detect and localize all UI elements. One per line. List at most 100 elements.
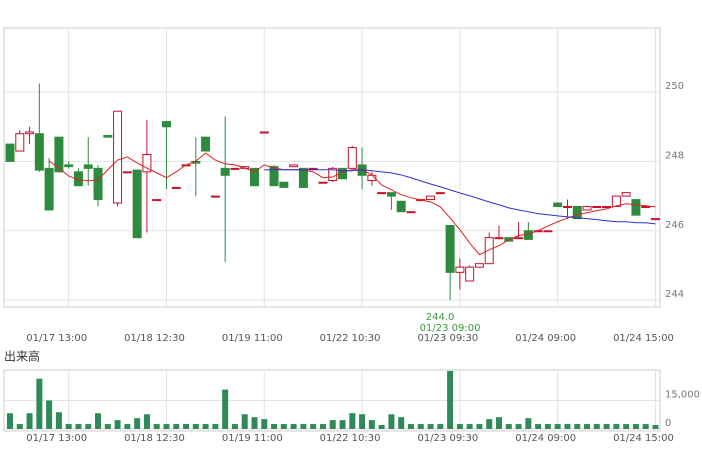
- x-tick-label: 01/17 13:00: [26, 333, 87, 344]
- x-tick-label: 01/18 12:30: [124, 433, 185, 444]
- candle-body: [44, 167, 54, 211]
- candle-body: [259, 131, 269, 134]
- y-tick-label: 248: [665, 150, 684, 161]
- volume-bar: [427, 424, 434, 429]
- volume-bar: [339, 420, 346, 429]
- candle-body: [230, 167, 240, 170]
- x-tick-label: 01/23 09:30: [417, 433, 478, 444]
- candle-body: [15, 133, 25, 152]
- candle-body: [64, 164, 74, 168]
- volume-bar: [202, 424, 209, 429]
- x-tick-label: 01/22 10:30: [320, 433, 381, 444]
- volume-bar: [85, 424, 92, 429]
- volume-bar: [564, 424, 571, 429]
- volume-bar: [417, 424, 424, 429]
- candle-body: [494, 237, 504, 240]
- candle-body: [34, 133, 44, 171]
- candle-body: [445, 225, 455, 273]
- moving-average-line: [264, 169, 656, 225]
- x-tick-label: 01/24 15:00: [613, 333, 674, 344]
- volume-bar: [593, 424, 600, 429]
- y-tick-label: 244: [665, 289, 684, 300]
- x-tick-label: 01/17 13:00: [26, 433, 87, 444]
- volume-bar: [359, 414, 366, 429]
- candle-body: [377, 192, 387, 195]
- moving-average-line: [48, 152, 656, 256]
- candle-body: [161, 121, 171, 128]
- candle-body: [318, 181, 328, 184]
- x-tick-label: 01/19 11:00: [222, 433, 283, 444]
- candle-body: [465, 266, 475, 282]
- candle-body: [592, 205, 602, 208]
- x-tick-label: 01/24 15:00: [613, 433, 674, 444]
- candle-body: [250, 167, 259, 187]
- candle-body: [602, 205, 612, 208]
- volume-bar: [104, 424, 111, 429]
- x-tick-label: 01/18 12:30: [124, 333, 185, 344]
- volume-bar: [456, 424, 463, 429]
- candle-body: [621, 192, 631, 197]
- annotation-date: 01/23 09:00: [420, 323, 481, 334]
- volume-bar: [544, 424, 551, 429]
- volume-bar: [222, 389, 229, 429]
- candle-body: [543, 230, 553, 233]
- volume-bar: [486, 419, 493, 429]
- volume-bar: [65, 424, 72, 429]
- volume-bar: [153, 424, 160, 429]
- volume-bar: [378, 425, 385, 429]
- volume-bar: [603, 424, 610, 429]
- volume-bar: [476, 424, 483, 429]
- volume-bar: [554, 424, 561, 429]
- volume-bar: [505, 424, 512, 429]
- volume-bar: [26, 413, 33, 429]
- candle-body: [611, 195, 621, 207]
- volume-bar: [632, 424, 639, 429]
- volume-bar: [329, 420, 336, 429]
- candle-body: [347, 147, 357, 169]
- volume-bar: [271, 424, 278, 429]
- candle-body: [435, 192, 445, 195]
- volume-bar: [447, 370, 454, 429]
- x-tick-label: 01/22 10:30: [320, 333, 381, 344]
- volume-bar: [261, 419, 268, 429]
- y-tick-label: 250: [665, 81, 684, 92]
- y-tick-label: 246: [665, 220, 684, 231]
- volume-bar: [368, 420, 375, 429]
- candle-body: [553, 202, 563, 207]
- volume-bar: [16, 424, 23, 429]
- x-tick-label: 01/19 11:00: [222, 333, 283, 344]
- candle-body: [474, 263, 484, 268]
- candle-body: [103, 134, 113, 138]
- volume-bar: [584, 424, 591, 429]
- candle-body: [132, 169, 142, 239]
- volume-bar: [7, 413, 13, 429]
- volume-bar: [75, 424, 82, 429]
- volume-bar: [124, 424, 131, 429]
- volume-bar: [143, 414, 150, 429]
- candle-body: [93, 167, 103, 201]
- volume-bar: [496, 417, 502, 429]
- volume-bar: [388, 414, 395, 429]
- candle-body: [455, 266, 465, 273]
- x-tick-label: 01/24 09:00: [515, 433, 576, 444]
- candle-body: [289, 164, 299, 168]
- volume-title: 出来高: [4, 349, 40, 364]
- volume-bar: [613, 424, 620, 429]
- volume-bar: [310, 424, 317, 429]
- x-tick-label: 01/24 09:00: [515, 333, 576, 344]
- candle-body: [279, 181, 289, 188]
- volume-bar: [290, 424, 297, 429]
- candle-body: [83, 164, 93, 169]
- candle-body: [152, 199, 162, 202]
- volume-bar: [466, 424, 473, 429]
- volume-bar: [437, 424, 444, 429]
- candle-body: [25, 131, 35, 135]
- volume-bar: [407, 424, 414, 429]
- volume-bar: [183, 424, 190, 429]
- volume-bar: [623, 424, 630, 429]
- volume-bar: [114, 420, 121, 429]
- candle-body: [210, 195, 220, 198]
- candle-body: [582, 205, 592, 211]
